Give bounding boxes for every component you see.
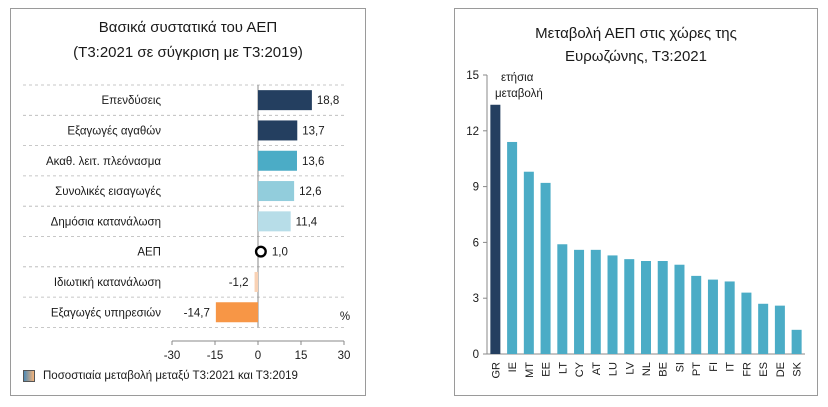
bar <box>540 182 551 354</box>
bar <box>258 150 297 171</box>
bar <box>258 211 291 232</box>
x-tick-label: DE <box>775 362 787 377</box>
x-tick-label: LT <box>557 362 569 374</box>
value-label: -1,2 <box>229 277 249 289</box>
y-tick-label: 12 <box>466 126 479 138</box>
bar <box>523 171 534 354</box>
value-label: 12,6 <box>299 186 321 198</box>
y-tick-label: 9 <box>473 182 479 194</box>
annotation-line-2: μεταβολή <box>495 88 543 100</box>
x-tick-label: LV <box>624 361 636 374</box>
x-tick-label: GR <box>490 362 502 379</box>
x-tick-label: EE <box>541 362 553 377</box>
x-tick-label: 30 <box>338 350 351 362</box>
x-tick-label: SI <box>674 362 686 372</box>
bar <box>258 120 298 141</box>
bar <box>490 104 501 354</box>
x-tick-label: SK <box>792 361 804 376</box>
category-label: Ιδιωτική κατανάλωση <box>54 277 161 289</box>
right-chart-title-line-1: Μεταβολή ΑΕΠ στις χώρες της <box>535 25 737 42</box>
y-tick-label: 3 <box>473 293 479 305</box>
value-label: -14,7 <box>184 307 210 319</box>
left-chart-svg: Επενδύσεις 18,8 Εξαγωγές αγαθών 13,7 Ακαθ. λ… <box>23 84 351 362</box>
category-label: Συνολικές εισαγωγές <box>55 186 161 198</box>
left-chart-subtitle: (Τ3:2021 σε σύγκριση με Τ3:2019) <box>73 44 303 61</box>
bar <box>590 249 601 354</box>
value-label: 11,4 <box>296 216 318 228</box>
bar <box>791 329 802 354</box>
y-tick-label: 6 <box>473 237 479 249</box>
right-chart-svg: 0 3 6 9 12 15 GR IE MT EE LT CY AT LU LV NL BE SI PT FI IT FR… <box>466 70 805 379</box>
category-label: Ακαθ. λειτ. πλεόνασμα <box>46 156 161 168</box>
x-tick-label: CY <box>574 361 586 377</box>
legend-swatch <box>23 370 35 382</box>
x-tick-label: 15 <box>295 350 308 362</box>
bar <box>258 90 312 111</box>
bar <box>215 302 258 323</box>
y-tick-label: 0 <box>473 349 479 361</box>
bar <box>574 249 585 354</box>
right-chart-title-line-2: Ευρωζώνης, Τ3:2021 <box>565 48 707 65</box>
x-tick-label: IE <box>507 362 519 372</box>
bar <box>691 275 702 354</box>
x-tick-label: ES <box>758 362 770 377</box>
value-label: 13,7 <box>302 125 324 137</box>
bar <box>557 244 568 354</box>
x-tick-label: NL <box>641 362 653 376</box>
bar <box>624 259 635 354</box>
x-tick-label: FR <box>741 362 753 377</box>
left-chart-title: Βασικά συστατικά του ΑΕΠ <box>98 19 278 36</box>
annotation-line-1: ετήσια <box>501 72 534 84</box>
x-tick-label: -30 <box>164 350 181 362</box>
bar <box>254 271 258 292</box>
category-label: Δημόσια κατανάλωση <box>51 216 161 228</box>
bar <box>674 264 685 354</box>
x-tick-label: IT <box>725 362 737 372</box>
category-label: Εξαγωγές υπηρεσιών <box>51 307 161 319</box>
x-tick-label: PT <box>691 362 703 376</box>
x-tick-label: BE <box>658 362 670 377</box>
x-tick-label: AT <box>591 362 603 376</box>
left-chart-panel: Βασικά συστατικά του ΑΕΠ (Τ3:2021 σε σύγ… <box>10 8 366 396</box>
bar <box>641 261 651 354</box>
value-label: 13,6 <box>302 156 324 168</box>
x-tick-label: -15 <box>207 350 224 362</box>
value-label: 1,0 <box>272 247 288 259</box>
bar <box>758 303 769 354</box>
x-tick-label: 0 <box>255 350 261 362</box>
right-chart-panel: Μεταβολή ΑΕΠ στις χώρες της Ευρωζώνης, Τ… <box>454 8 818 396</box>
bar <box>707 279 718 354</box>
left-chart-legend: Ποσοστιαία μεταβολή μεταξύ Τ3:2021 και Τ… <box>23 370 298 382</box>
category-label: ΑΕΠ <box>137 247 161 259</box>
bar <box>507 141 518 354</box>
bar <box>657 261 668 354</box>
value-label: 18,8 <box>317 95 339 107</box>
category-label: Επενδύσεις <box>102 95 162 107</box>
bar <box>724 281 735 354</box>
bar <box>741 292 752 354</box>
legend-label: Ποσοστιαία μεταβολή μεταξύ Τ3:2021 και Τ… <box>43 370 298 382</box>
bar <box>258 181 295 202</box>
x-tick-label: FI <box>708 362 720 372</box>
x-tick-label: LU <box>608 362 620 376</box>
bar <box>774 305 785 354</box>
y-tick-label: 15 <box>466 70 479 82</box>
x-tick-label: MT <box>524 362 536 378</box>
gdp-marker <box>254 245 267 258</box>
bar <box>607 255 618 354</box>
category-label: Εξαγωγές αγαθών <box>67 125 161 137</box>
unit-label: % <box>340 311 350 323</box>
